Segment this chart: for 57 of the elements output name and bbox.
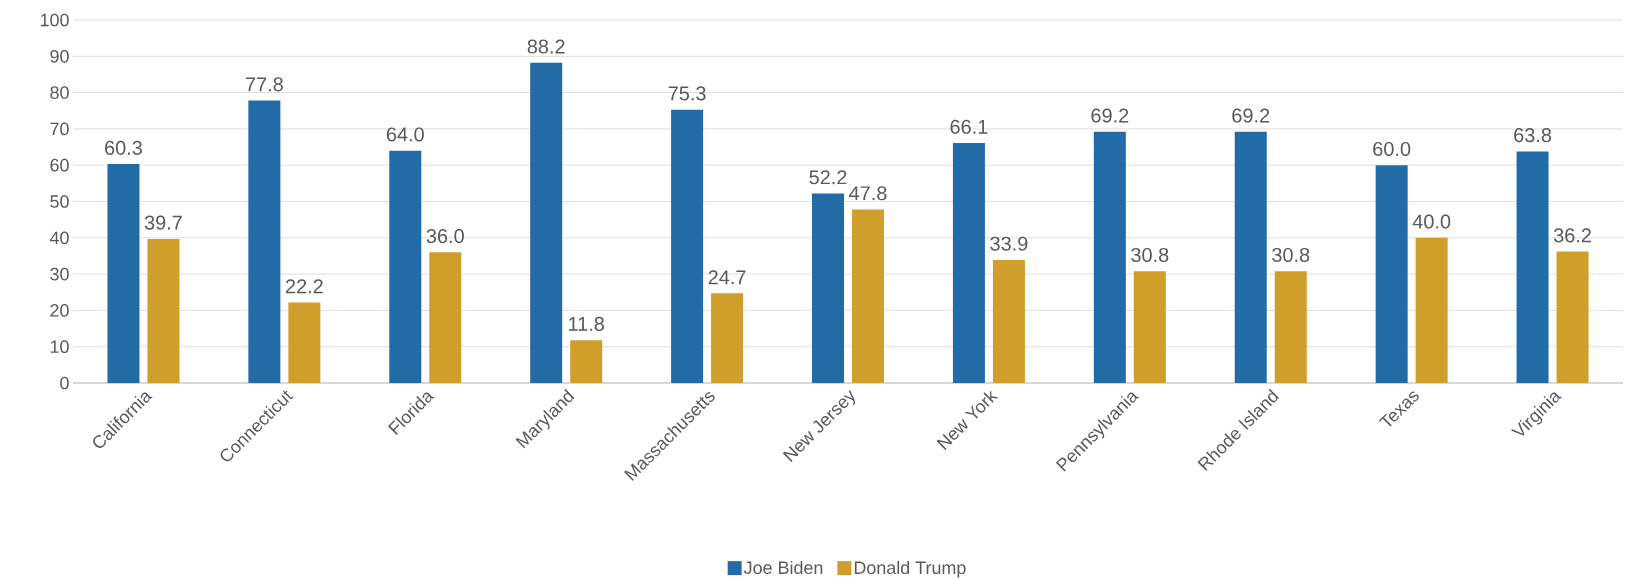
- y-tick-label: 10: [50, 340, 69, 354]
- bar: [1556, 251, 1589, 383]
- data-label: 22.2: [285, 279, 323, 294]
- data-label: 63.8: [1514, 128, 1552, 143]
- y-tick-label: 20: [50, 304, 69, 317]
- data-label: 64.0: [386, 127, 424, 142]
- data-label: 36.2: [1553, 228, 1591, 243]
- bar: [288, 302, 321, 383]
- data-label: 33.9: [990, 236, 1028, 251]
- y-tick-label: 70: [50, 122, 69, 136]
- bar: [389, 150, 422, 383]
- data-label: 60.3: [105, 140, 142, 155]
- y-tick-label: 60: [50, 158, 69, 172]
- data-label: 47.8: [849, 186, 887, 201]
- data-label: 69.2: [1091, 108, 1129, 123]
- y-tick-label: 40: [49, 231, 69, 245]
- bar: [1375, 165, 1408, 383]
- data-label: 24.7: [708, 270, 746, 285]
- y-tick-label: 80: [50, 86, 69, 99]
- bar: [952, 143, 985, 383]
- bar: [812, 193, 845, 383]
- y-tick-label: 100: [40, 13, 69, 27]
- data-label: 77.8: [245, 77, 283, 92]
- data-label: 39.7: [144, 215, 182, 230]
- legend-label: Joe Biden: [743, 560, 823, 575]
- y-tick-label: 30: [50, 267, 69, 281]
- bar: [671, 109, 704, 383]
- bar: [530, 62, 563, 383]
- y-tick-label: 50: [50, 195, 69, 208]
- bar: [1516, 151, 1549, 383]
- data-label: 75.3: [668, 86, 706, 101]
- data-label: 88.2: [527, 39, 565, 54]
- bar: [107, 164, 140, 383]
- bar: [570, 340, 603, 383]
- bar: [1415, 237, 1448, 383]
- y-tick-label: 90: [50, 49, 69, 63]
- data-label: 36.0: [426, 229, 464, 244]
- bar: [1234, 131, 1267, 383]
- bar: [429, 252, 462, 383]
- bar: [711, 293, 744, 383]
- data-label: 69.2: [1232, 108, 1270, 123]
- data-label: 30.8: [1131, 247, 1169, 262]
- data-label: 11.8: [569, 316, 604, 331]
- data-label: 60.0: [1373, 141, 1411, 156]
- y-tick-label: 0: [60, 376, 69, 390]
- data-label: 40.0: [1412, 214, 1451, 229]
- bar: [852, 209, 885, 383]
- bar: [248, 100, 281, 383]
- data-label: 52.2: [809, 170, 847, 185]
- bar: [147, 238, 180, 383]
- data-label: 66.1: [950, 119, 988, 134]
- bar: [1133, 271, 1166, 383]
- bar: [1093, 131, 1126, 383]
- data-label: 30.8: [1272, 247, 1310, 262]
- bar: [1274, 271, 1307, 383]
- legend-label: Donald Trump: [854, 560, 966, 578]
- bar: [992, 259, 1025, 383]
